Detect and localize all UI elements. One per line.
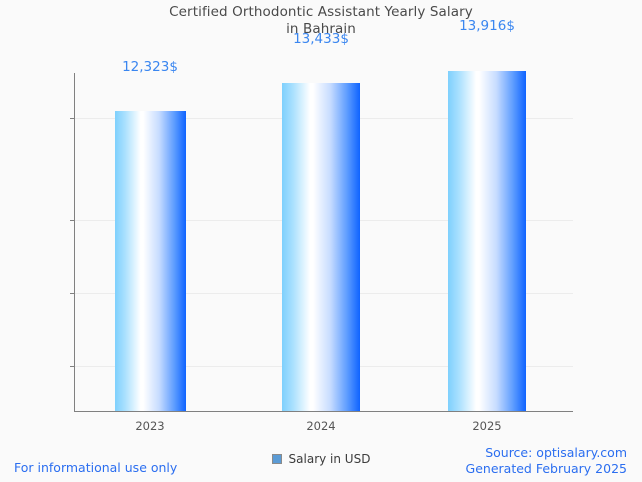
bar-2025[interactable] xyxy=(448,71,526,411)
y-tick-mark xyxy=(70,118,74,119)
x-axis-line xyxy=(74,411,573,412)
value-label-2024: 13,433$ xyxy=(293,31,349,47)
chart-title-line-2: in Bahrain xyxy=(286,21,356,37)
chart-title: Certified Orthodontic Assistant Yearly S… xyxy=(0,4,642,38)
chart-legend: Salary in USD xyxy=(0,453,642,465)
source-text: Source: optisalary.com xyxy=(485,445,627,460)
bar-2023[interactable] xyxy=(115,111,186,411)
y-tick-mark xyxy=(70,220,74,221)
value-label-2023: 12,323$ xyxy=(122,59,178,75)
source-footer: Source: optisalary.com Generated Februar… xyxy=(466,445,627,476)
chart-title-line-1: Certified Orthodontic Assistant Yearly S… xyxy=(169,4,473,20)
disclaimer-text: For informational use only xyxy=(14,460,178,475)
value-label-2025: 13,916$ xyxy=(459,18,515,34)
x-tick-label-2023: 2023 xyxy=(135,419,165,433)
bar-2024[interactable] xyxy=(282,83,360,411)
plot-area: 3000 6000 9000 12000 12,323$ 13,433$ 13,… xyxy=(70,19,573,432)
x-tick-label-2025: 2025 xyxy=(472,419,502,433)
x-tick-label-2024: 2024 xyxy=(306,419,336,433)
legend-label: Salary in USD xyxy=(288,452,371,466)
y-tick-mark xyxy=(70,366,74,367)
generated-text: Generated February 2025 xyxy=(465,460,627,476)
y-tick-mark xyxy=(70,293,74,294)
legend-swatch-icon xyxy=(271,454,282,464)
y-axis-line xyxy=(74,73,75,411)
